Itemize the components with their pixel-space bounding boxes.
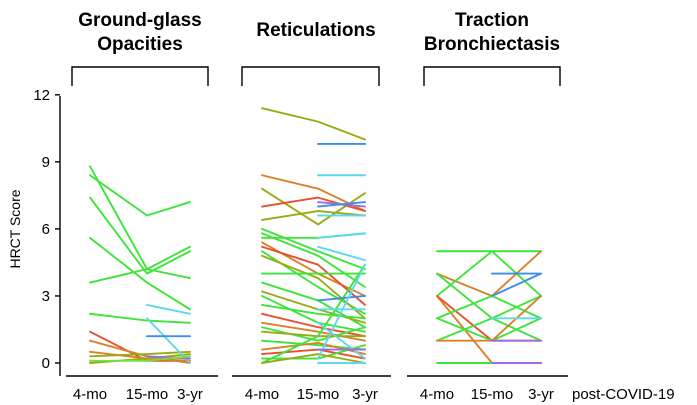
x-tick-label: 3-yr: [528, 386, 554, 403]
series-line: [436, 295, 542, 364]
series-line: [317, 295, 366, 302]
series-line: [146, 355, 191, 360]
y-axis-ticks: 0 3 6 9 12: [33, 87, 60, 372]
series-line: [317, 321, 366, 360]
y-tick-label: 6: [42, 221, 50, 238]
series-line: [261, 321, 366, 342]
y-tick-label: 12: [33, 87, 50, 104]
series-line: [491, 272, 542, 297]
y-tick-label: 3: [42, 288, 50, 305]
series-line: [146, 317, 191, 364]
series-line: [146, 303, 191, 315]
series-line: [261, 326, 366, 342]
x-tick-label: 15-mo: [471, 386, 514, 403]
panel-3: Traction Bronchiectasis 4-mo 15-mo 3-yr: [407, 10, 568, 403]
y-axis-label: HRCT Score: [7, 189, 23, 268]
panel-title: Bronchiectasis: [424, 34, 560, 55]
series-line: [89, 268, 191, 284]
series-line: [261, 196, 366, 212]
panel-bracket: [241, 66, 380, 86]
x-tick-label: 4-mo: [245, 386, 279, 403]
y-tick-label: 0: [42, 355, 50, 372]
series-line: [89, 350, 191, 358]
series-line: [261, 227, 366, 271]
panel-1: Ground-glass Opacities 4-mo 15-mo 3-yr: [66, 10, 218, 403]
series-line: [317, 201, 366, 208]
panel-bracket: [423, 66, 561, 86]
x-tick-label: 4-mo: [73, 386, 107, 403]
panel-title: Traction: [455, 10, 529, 31]
series-line: [261, 303, 366, 320]
x-tick-label: 3-yr: [177, 386, 203, 403]
series-line: [317, 245, 366, 262]
x-tick-label: 4-mo: [420, 386, 454, 403]
panel-bracket: [71, 66, 209, 86]
x-tick-label: 15-mo: [297, 386, 340, 403]
series-line: [89, 196, 191, 275]
x-tick-label: 3-yr: [352, 386, 378, 403]
panel-title: Opacities: [97, 34, 183, 55]
series-line: [89, 236, 191, 311]
series-line: [261, 339, 366, 351]
series-line: [261, 312, 366, 338]
series-line: [261, 263, 366, 364]
series-line: [317, 232, 366, 239]
series-line: [89, 312, 191, 324]
series-line: [261, 210, 366, 221]
panel-title: Reticulations: [256, 20, 375, 41]
panel-title: Ground-glass: [78, 10, 202, 31]
series-line: [261, 353, 366, 364]
panel-2: Reticulations 4-mo 15-mo 3-yr: [232, 20, 391, 403]
y-tick-label: 9: [42, 154, 50, 171]
x-tick-label: 15-mo: [126, 386, 169, 403]
series-line: [261, 232, 366, 288]
series-line: [317, 263, 366, 360]
series-line: [89, 355, 191, 362]
x-axis-label: post-COVID-19: [572, 386, 675, 403]
series-line: [261, 254, 366, 320]
series-line: [89, 174, 191, 217]
series-line: [261, 107, 366, 141]
series-line: [261, 245, 366, 306]
